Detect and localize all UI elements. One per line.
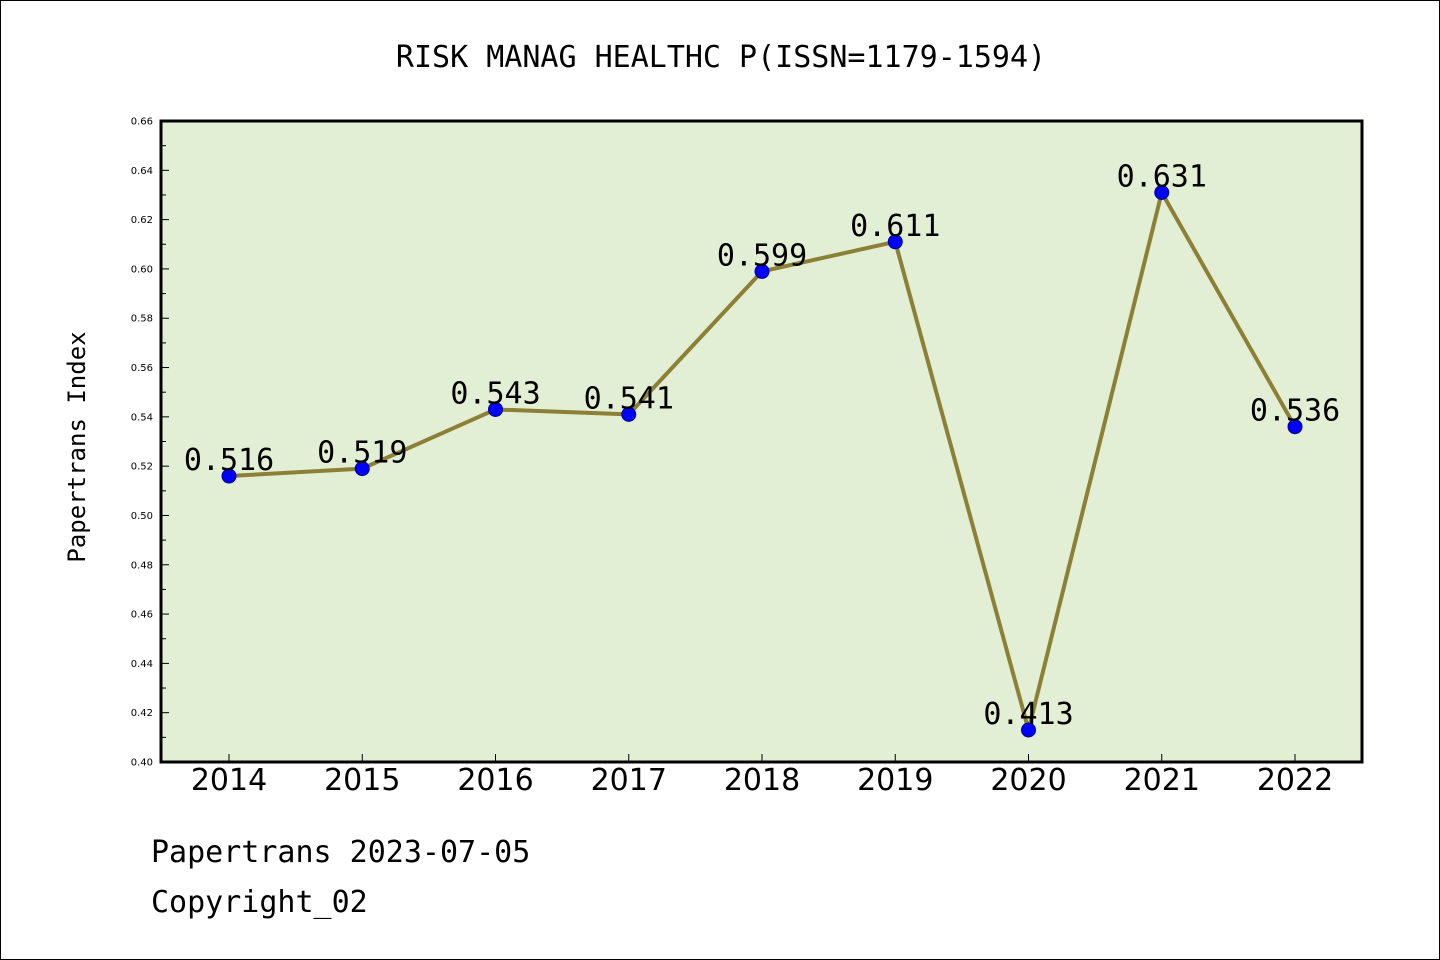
y-tick-label: 0.46 (131, 610, 153, 621)
data-point (354, 461, 370, 477)
y-tick-label: 0.52 (131, 462, 153, 473)
x-tick-label: 2016 (457, 763, 533, 798)
data-label: 0.536 (1250, 394, 1340, 429)
x-axis-ticks: 2014 2015 2016 2017 2018 2019 2020 2021 2022 (191, 754, 1333, 798)
footer-copyright-line: Copyright_02 (151, 885, 368, 920)
x-tick-label: 2021 (1124, 763, 1200, 798)
plot-frame (159, 119, 1364, 764)
data-label: 0.519 (317, 436, 407, 471)
y-tick-label: 0.40 (131, 758, 153, 769)
x-tick-label: 2020 (990, 763, 1066, 798)
data-point (488, 401, 503, 417)
data-point (887, 234, 903, 250)
data-label: 0.543 (450, 376, 540, 411)
y-tick-label: 0.64 (131, 166, 153, 177)
chart-title: RISK MANAG HEALTHC P(ISSN=1179-1594) (396, 40, 1046, 75)
data-labels: 0.516 0.519 0.543 0.541 0.599 0.611 0.413 0.631… (184, 159, 1340, 731)
y-tick-label: 0.54 (131, 412, 153, 423)
data-label: 0.631 (1117, 159, 1207, 194)
data-points (221, 184, 1303, 738)
y-tick-label: 0.60 (131, 264, 153, 275)
footer-date-line: Papertrans 2023-07-05 (151, 835, 531, 870)
y-tick-label: 0.42 (131, 708, 153, 719)
y-tick-label: 0.62 (131, 215, 153, 226)
x-tick-label: 2019 (857, 763, 933, 798)
data-point (754, 263, 770, 279)
y-tick-label: 0.50 (131, 511, 153, 522)
data-point (1154, 184, 1170, 200)
x-tick-label: 2014 (191, 763, 267, 798)
data-label: 0.541 (584, 381, 674, 416)
y-tick-label: 0.44 (131, 659, 153, 670)
x-tick-label: 2018 (724, 763, 800, 798)
data-point (621, 406, 637, 422)
plot-area (161, 121, 1362, 762)
data-label: 0.599 (717, 238, 807, 273)
x-tick-label: 2022 (1257, 763, 1333, 798)
data-point (1021, 722, 1036, 738)
data-label: 0.516 (184, 443, 274, 478)
y-tick-label: 0.58 (131, 314, 153, 325)
data-point (221, 468, 237, 484)
y-axis-label: Papertrans Index (63, 331, 91, 562)
data-label: 0.611 (850, 209, 940, 244)
x-tick-label: 2017 (591, 763, 667, 798)
y-tick-label: 0.66 (131, 117, 153, 128)
data-label: 0.413 (983, 697, 1073, 732)
x-tick-label: 2015 (324, 763, 400, 798)
y-tick-label: 0.56 (131, 363, 153, 374)
data-point (1287, 419, 1303, 435)
y-tick-label: 0.48 (131, 560, 153, 571)
